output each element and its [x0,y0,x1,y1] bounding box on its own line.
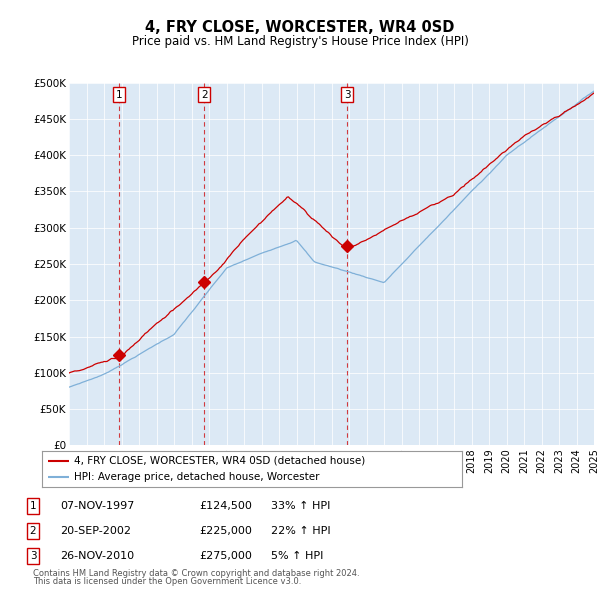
Text: £275,000: £275,000 [199,551,252,560]
Text: 1: 1 [116,90,122,100]
Text: 2: 2 [201,90,208,100]
Text: 22% ↑ HPI: 22% ↑ HPI [264,526,331,536]
Text: 3: 3 [344,90,350,100]
Text: 4, FRY CLOSE, WORCESTER, WR4 0SD (detached house): 4, FRY CLOSE, WORCESTER, WR4 0SD (detach… [74,456,365,466]
Text: Contains HM Land Registry data © Crown copyright and database right 2024.: Contains HM Land Registry data © Crown c… [33,569,359,578]
Text: 2: 2 [29,526,37,536]
Text: 07-NOV-1997: 07-NOV-1997 [60,501,134,510]
Text: £124,500: £124,500 [199,501,252,510]
Text: 1: 1 [29,501,37,510]
Text: 33% ↑ HPI: 33% ↑ HPI [264,501,331,510]
Text: HPI: Average price, detached house, Worcester: HPI: Average price, detached house, Worc… [74,472,319,482]
Text: This data is licensed under the Open Government Licence v3.0.: This data is licensed under the Open Gov… [33,577,301,586]
Text: 26-NOV-2010: 26-NOV-2010 [60,551,134,560]
Text: 3: 3 [29,551,37,560]
Text: 20-SEP-2002: 20-SEP-2002 [60,526,131,536]
Text: 4, FRY CLOSE, WORCESTER, WR4 0SD: 4, FRY CLOSE, WORCESTER, WR4 0SD [145,21,455,35]
Text: Price paid vs. HM Land Registry's House Price Index (HPI): Price paid vs. HM Land Registry's House … [131,35,469,48]
Text: £225,000: £225,000 [199,526,252,536]
Text: 5% ↑ HPI: 5% ↑ HPI [264,551,323,560]
